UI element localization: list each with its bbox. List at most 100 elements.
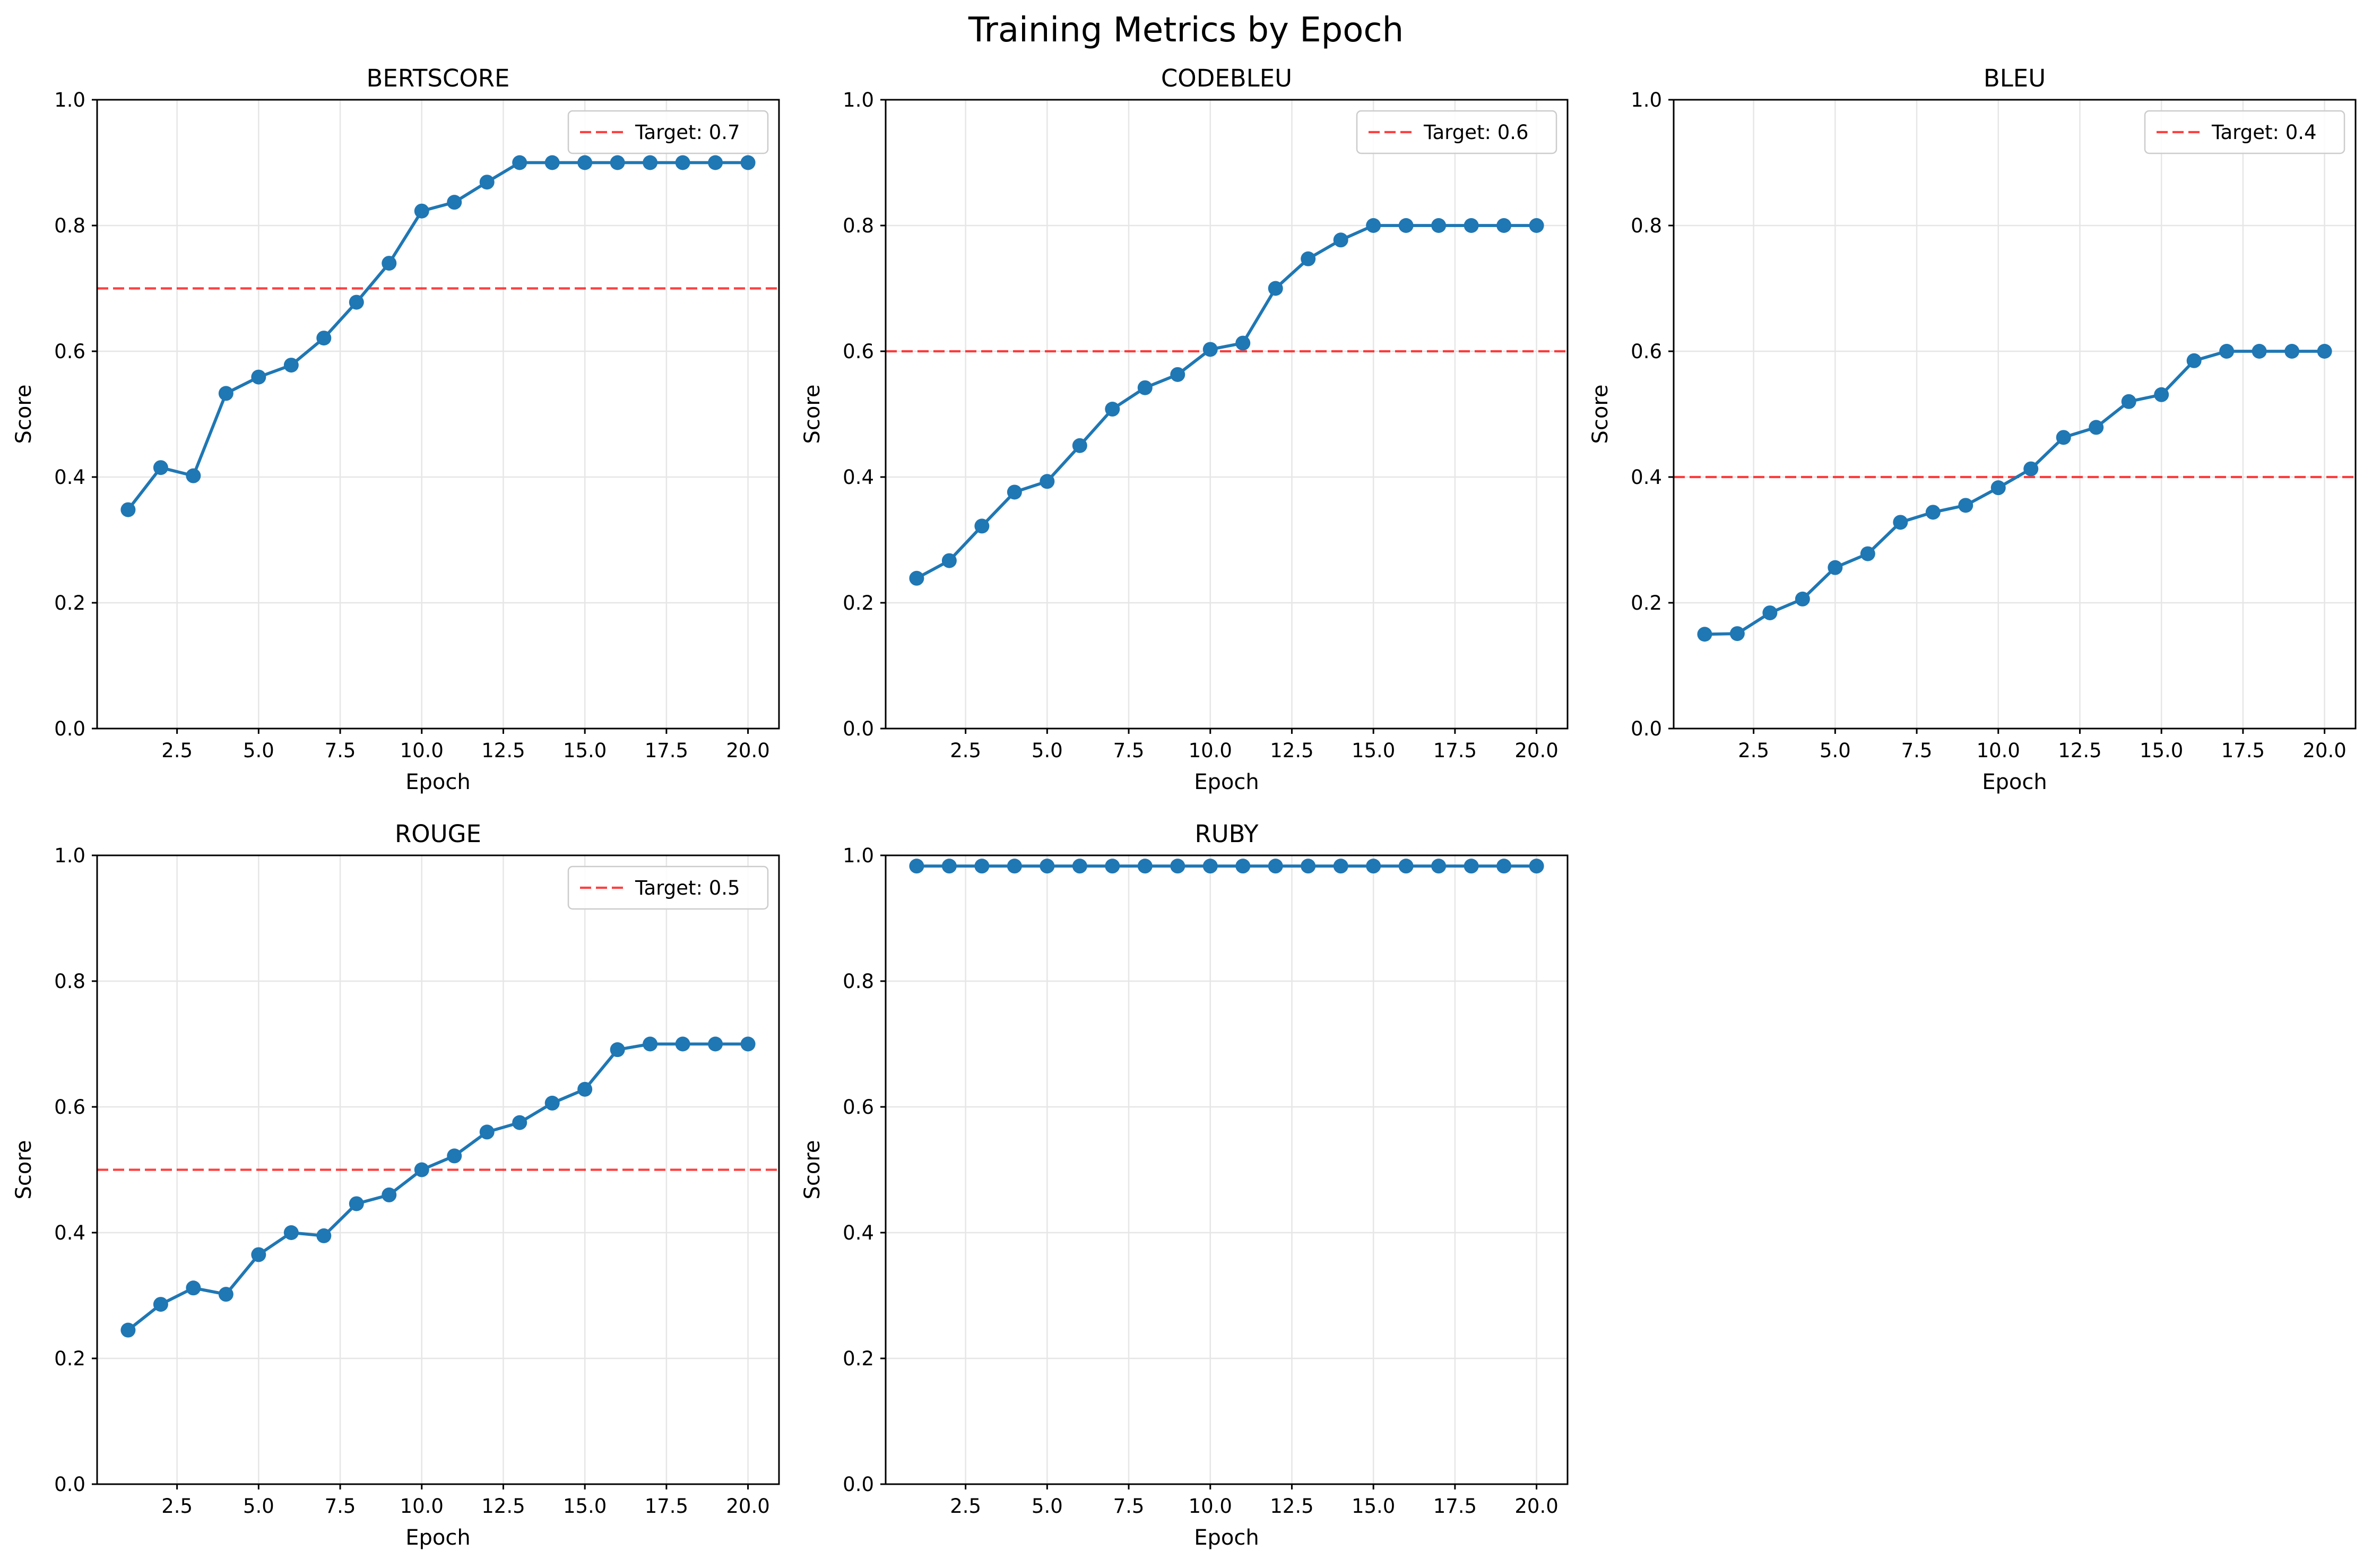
- axes-frame: [885, 99, 1569, 730]
- data-point: [251, 1247, 266, 1262]
- x-tick-label: 2.5: [950, 1495, 981, 1518]
- y-tick-label: 0.6: [54, 1096, 85, 1119]
- data-point: [2023, 461, 2039, 477]
- data-point: [1529, 859, 1544, 874]
- data-point: [2056, 430, 2071, 445]
- x-tick-label: 15.0: [1352, 1495, 1395, 1518]
- data-point: [218, 1287, 233, 1302]
- y-tick-label: 0.2: [843, 1347, 874, 1370]
- subplot-bleu: 2.5 5.0 7.5 10.0 12.5 15.0 17.5 20.0 0.0 0.2 0.4 0.…: [1588, 64, 2357, 794]
- x-axis-label: Epoch: [1194, 770, 1259, 794]
- data-point: [941, 553, 957, 568]
- data-point: [1072, 859, 1087, 874]
- data-point: [1235, 859, 1251, 874]
- x-tick-label: 20.0: [726, 739, 769, 762]
- x-tick-label: 5.0: [1032, 1495, 1063, 1518]
- data-point: [2317, 344, 2332, 359]
- y-axis-label: Score: [12, 384, 36, 444]
- y-tick-label: 0.8: [843, 970, 874, 993]
- data-point: [1333, 859, 1348, 874]
- y-tick-label: 0.4: [1631, 466, 1662, 489]
- x-tick-label: 20.0: [726, 1495, 769, 1518]
- x-tick-label: 10.0: [400, 1495, 444, 1518]
- data-point: [316, 1228, 332, 1243]
- data-point: [1007, 859, 1022, 874]
- data-point: [909, 570, 924, 586]
- y-tick-label: 0.8: [843, 214, 874, 237]
- y-tick-label: 0.8: [1631, 214, 1662, 237]
- data-point: [1333, 232, 1348, 248]
- data-point: [708, 155, 723, 170]
- data-point: [2089, 420, 2104, 435]
- data-point: [283, 1225, 299, 1240]
- subplot-title: CODEBLEU: [1161, 64, 1292, 92]
- data-point: [1925, 505, 1941, 520]
- x-tick-label: 5.0: [243, 1495, 274, 1518]
- data-point: [1893, 515, 1908, 530]
- data-point: [120, 1322, 136, 1338]
- x-tick-label: 7.5: [325, 1495, 356, 1518]
- axes-frame: [96, 99, 780, 730]
- data-point: [382, 1187, 397, 1202]
- data-point: [1268, 859, 1283, 874]
- data-point: [1496, 859, 1512, 874]
- legend: Target: 0.5: [567, 865, 769, 910]
- data-point: [1040, 859, 1055, 874]
- subplot-title: RUBY: [1194, 820, 1259, 848]
- data-point: [1007, 484, 1022, 500]
- x-tick-label: 2.5: [161, 1495, 193, 1518]
- data-point: [479, 175, 495, 190]
- data-point: [1464, 859, 1479, 874]
- y-tick-label: 0.6: [843, 1096, 874, 1119]
- legend-box: [567, 865, 769, 910]
- x-tick-label: 5.0: [243, 739, 274, 762]
- subplot-ruby: 2.5 5.0 7.5 10.0 12.5 15.0 17.5 20.0 0.0 0.2 0.4 0.…: [800, 820, 1569, 1550]
- data-point: [1268, 281, 1283, 296]
- y-tick-label: 0.4: [54, 466, 85, 489]
- data-point: [1137, 859, 1153, 874]
- x-tick-label: 17.5: [1433, 739, 1477, 762]
- x-tick-label: 2.5: [950, 739, 981, 762]
- data-point: [974, 518, 990, 534]
- legend: Target: 0.7: [567, 110, 769, 154]
- data-point: [1137, 380, 1153, 395]
- data-point: [1464, 218, 1479, 233]
- data-point: [2284, 344, 2300, 359]
- data-point: [447, 195, 462, 210]
- x-tick-label: 20.0: [2302, 739, 2346, 762]
- data-point: [643, 1036, 658, 1052]
- subplot-codebleu: 2.5 5.0 7.5 10.0 12.5 15.0 17.5 20.0 0.0 0.2 0.4 0.…: [800, 64, 1569, 794]
- data-point: [316, 331, 332, 346]
- legend-box: [567, 110, 769, 154]
- subplot-bertscore: 2.5 5.0 7.5 10.0 12.5 15.0 17.5 20.0 0.0 0.2 0.4 0.…: [12, 64, 780, 794]
- y-tick-label: 0.6: [1631, 340, 1662, 363]
- x-tick-label: 17.5: [2221, 739, 2265, 762]
- y-tick-label: 0.2: [54, 1347, 85, 1370]
- y-axis-label: Score: [12, 1140, 36, 1199]
- x-tick-label: 5.0: [1032, 739, 1063, 762]
- y-tick-label: 1.0: [843, 844, 874, 867]
- data-point: [382, 256, 397, 271]
- legend: Target: 0.6: [1356, 110, 1557, 154]
- data-point: [577, 155, 593, 170]
- data-point: [120, 502, 136, 517]
- x-tick-label: 10.0: [1977, 739, 2020, 762]
- y-tick-label: 0.4: [843, 466, 874, 489]
- x-tick-label: 7.5: [1113, 1495, 1145, 1518]
- x-tick-label: 20.0: [1514, 1495, 1558, 1518]
- x-tick-label: 17.5: [1433, 1495, 1477, 1518]
- y-tick-label: 0.6: [843, 340, 874, 363]
- x-tick-label: 15.0: [563, 739, 607, 762]
- data-point: [643, 155, 658, 170]
- x-axis-label: Epoch: [1194, 1526, 1259, 1550]
- x-tick-label: 20.0: [1514, 739, 1558, 762]
- data-point: [909, 859, 924, 874]
- x-axis-label: Epoch: [405, 770, 470, 794]
- data-point: [1301, 859, 1316, 874]
- legend-label: Target: 0.4: [2211, 121, 2317, 144]
- y-tick-label: 0.0: [843, 717, 874, 740]
- data-point: [675, 155, 690, 170]
- y-tick-label: 0.6: [54, 340, 85, 363]
- subplot-grid: 2.5 5.0 7.5 10.0 12.5 15.0 17.5 20.0 0.0 0.2 0.4 0.…: [12, 64, 2357, 1550]
- legend-box: [2144, 110, 2345, 154]
